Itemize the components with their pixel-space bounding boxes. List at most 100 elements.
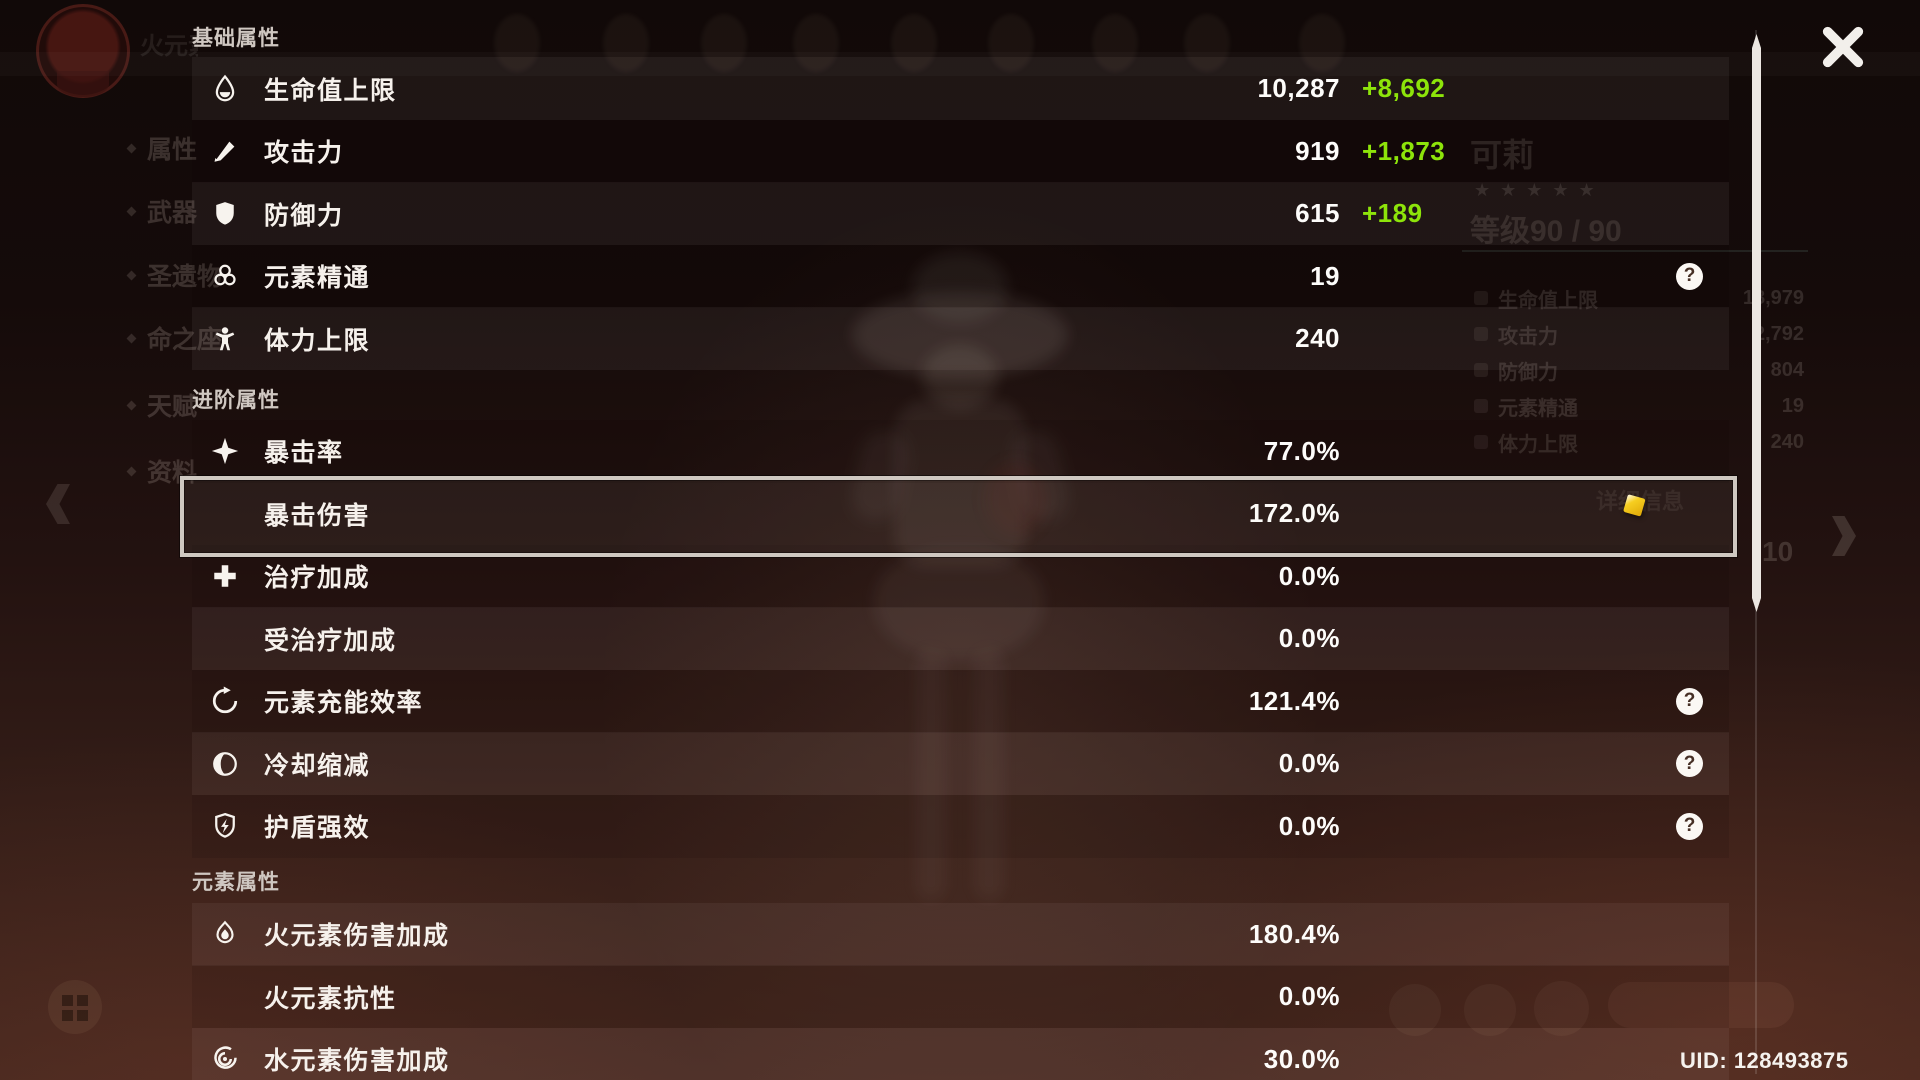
stat-label: 暴击率 <box>264 439 344 467</box>
sidebar-item-weapon: 武器 <box>126 194 198 228</box>
stat-value: 919 <box>1295 135 1340 166</box>
stat-value: 0.0% <box>1278 981 1340 1011</box>
stat-value: 0.0% <box>1278 623 1340 653</box>
pyro-icon <box>208 917 242 951</box>
bg-stat-row: 元素精通 19 <box>1474 390 1804 422</box>
stat-label: 生命值上限 <box>264 76 397 105</box>
help-icon[interactable]: ? <box>1676 262 1703 290</box>
row-pyro-dmg-bonus[interactable]: 火元素伤害加成 180.4% <box>192 902 1729 966</box>
incoming-healing-icon <box>208 622 242 656</box>
bg-stat-row: 攻击力 2,792 <box>1474 318 1804 350</box>
attack-icon <box>208 134 242 168</box>
hydro-icon <box>208 1042 242 1076</box>
stat-value: 121.4% <box>1248 685 1340 716</box>
row-cooldown-reduction[interactable]: 冷却缩减 0.0% ? <box>192 732 1729 795</box>
bg-stat-icon <box>1474 291 1488 305</box>
stat-value: 77.0% <box>1263 435 1340 466</box>
healing-bonus-icon <box>208 559 242 593</box>
section-basic-attributes: 基础属性 <box>192 27 280 50</box>
bg-stat-icon <box>1474 435 1488 449</box>
energy-recharge-icon <box>208 684 242 718</box>
stat-value: 30.0% <box>1263 1043 1340 1074</box>
sidebar-item-label: 属性 <box>147 136 198 164</box>
help-icon[interactable]: ? <box>1676 812 1703 840</box>
stat-label: 攻击力 <box>264 139 344 167</box>
bg-stat-row: 体力上限 240 <box>1474 426 1804 458</box>
stat-value: 240 <box>1295 323 1340 353</box>
row-crit-dmg-selected[interactable]: 暴击伤害 172.0% <box>192 482 1729 545</box>
crit-rate-icon <box>208 434 242 468</box>
sidebar-item-profile: 资料 <box>126 454 198 488</box>
bg-page-title: 火元素 <box>140 33 198 60</box>
help-icon[interactable]: ? <box>1676 750 1703 777</box>
stat-value: 172.0% <box>1248 498 1340 528</box>
sidebar-item-talents: 天赋 <box>126 388 198 422</box>
stat-value: 0.0% <box>1278 560 1340 591</box>
sidebar-item-attributes: 属性 <box>126 131 198 165</box>
bg-divider <box>1462 250 1808 252</box>
row-defense[interactable]: 防御力 615 +189 <box>192 182 1729 245</box>
stat-bonus: +8,692 <box>1362 73 1446 103</box>
close-button[interactable] <box>1820 24 1866 70</box>
stat-label: 防御力 <box>264 201 344 230</box>
bg-circle-button-1 <box>1389 984 1441 1036</box>
stat-label: 元素精通 <box>264 264 371 292</box>
stat-value: 10,287 <box>1257 73 1340 103</box>
stat-value: 615 <box>1295 198 1340 228</box>
stat-value: 0.0% <box>1278 748 1340 778</box>
row-pyro-res[interactable]: 火元素抗性 0.0% <box>192 965 1729 1028</box>
stat-label: 暴击伤害 <box>264 501 371 530</box>
row-hydro-dmg-bonus[interactable]: 水元素伤害加成 30.0% <box>192 1027 1729 1080</box>
bg-rarity-stars: ★★★★★ <box>1474 180 1605 200</box>
bg-stat-row: 防御力 804 <box>1474 354 1804 386</box>
stat-label: 体力上限 <box>264 326 371 355</box>
bg-stat-icon <box>1474 399 1488 413</box>
sidebar-item-constellation: 命之座 <box>126 321 223 355</box>
stat-label: 水元素伤害加成 <box>264 1047 450 1075</box>
bg-circle-button-2 <box>1464 984 1516 1036</box>
stat-value: 0.0% <box>1278 810 1340 841</box>
stamina-icon <box>208 322 242 356</box>
row-crit-rate[interactable]: 暴击率 77.0% <box>192 419 1729 483</box>
stat-value: 19 <box>1310 260 1340 291</box>
stat-label: 元素充能效率 <box>264 689 424 717</box>
row-max-hp[interactable]: 生命值上限 10,287 +8,692 <box>192 57 1729 120</box>
scrollbar-thumb[interactable] <box>1752 34 1761 612</box>
row-max-stamina[interactable]: 体力上限 240 <box>192 307 1729 370</box>
bg-stat-icon <box>1474 363 1488 377</box>
bg-circle-button-3 <box>1534 981 1589 1036</box>
stat-label: 护盾强效 <box>264 814 371 842</box>
cooldown-icon <box>208 747 242 781</box>
shield-strength-icon <box>208 809 242 843</box>
stat-label: 火元素伤害加成 <box>264 922 450 950</box>
sidebar-item-label: 武器 <box>147 199 198 227</box>
help-icon[interactable]: ? <box>1676 687 1703 715</box>
row-shield-strength[interactable]: 护盾强效 0.0% ? <box>192 794 1729 858</box>
bg-pill-button <box>1608 982 1794 1028</box>
sidebar-item-label: 天赋 <box>147 393 198 421</box>
selected-row-frame <box>180 476 1737 557</box>
section-elemental-attributes: 元素属性 <box>192 871 280 894</box>
sidebar-item-label: 命之座 <box>147 326 223 354</box>
stat-label: 火元素抗性 <box>264 984 397 1013</box>
stat-label: 受治疗加成 <box>264 626 397 655</box>
row-energy-recharge[interactable]: 元素充能效率 121.4% ? <box>192 669 1729 733</box>
row-elemental-mastery[interactable]: 元素精通 19 ? <box>192 244 1729 308</box>
row-incoming-healing-bonus[interactable]: 受治疗加成 0.0% <box>192 607 1729 670</box>
hp-icon <box>208 72 242 106</box>
stat-label: 冷却缩减 <box>264 751 371 780</box>
row-attack[interactable]: 攻击力 919 +1,873 <box>192 119 1729 183</box>
bg-party-setup-button <box>48 980 102 1034</box>
stat-bonus: +1,873 <box>1362 135 1446 166</box>
bg-stat-icon <box>1474 327 1488 341</box>
bg-count: 10 <box>1762 536 1794 567</box>
bg-character-name: 可莉 <box>1470 137 1535 173</box>
stat-label: 治疗加成 <box>264 564 371 592</box>
sidebar-item-label: 圣遗物 <box>147 263 223 291</box>
sidebar-item-label: 资料 <box>147 459 198 487</box>
bg-character-level: 等级90 / 90 <box>1470 215 1622 248</box>
section-advanced-attributes: 进阶属性 <box>192 389 280 412</box>
